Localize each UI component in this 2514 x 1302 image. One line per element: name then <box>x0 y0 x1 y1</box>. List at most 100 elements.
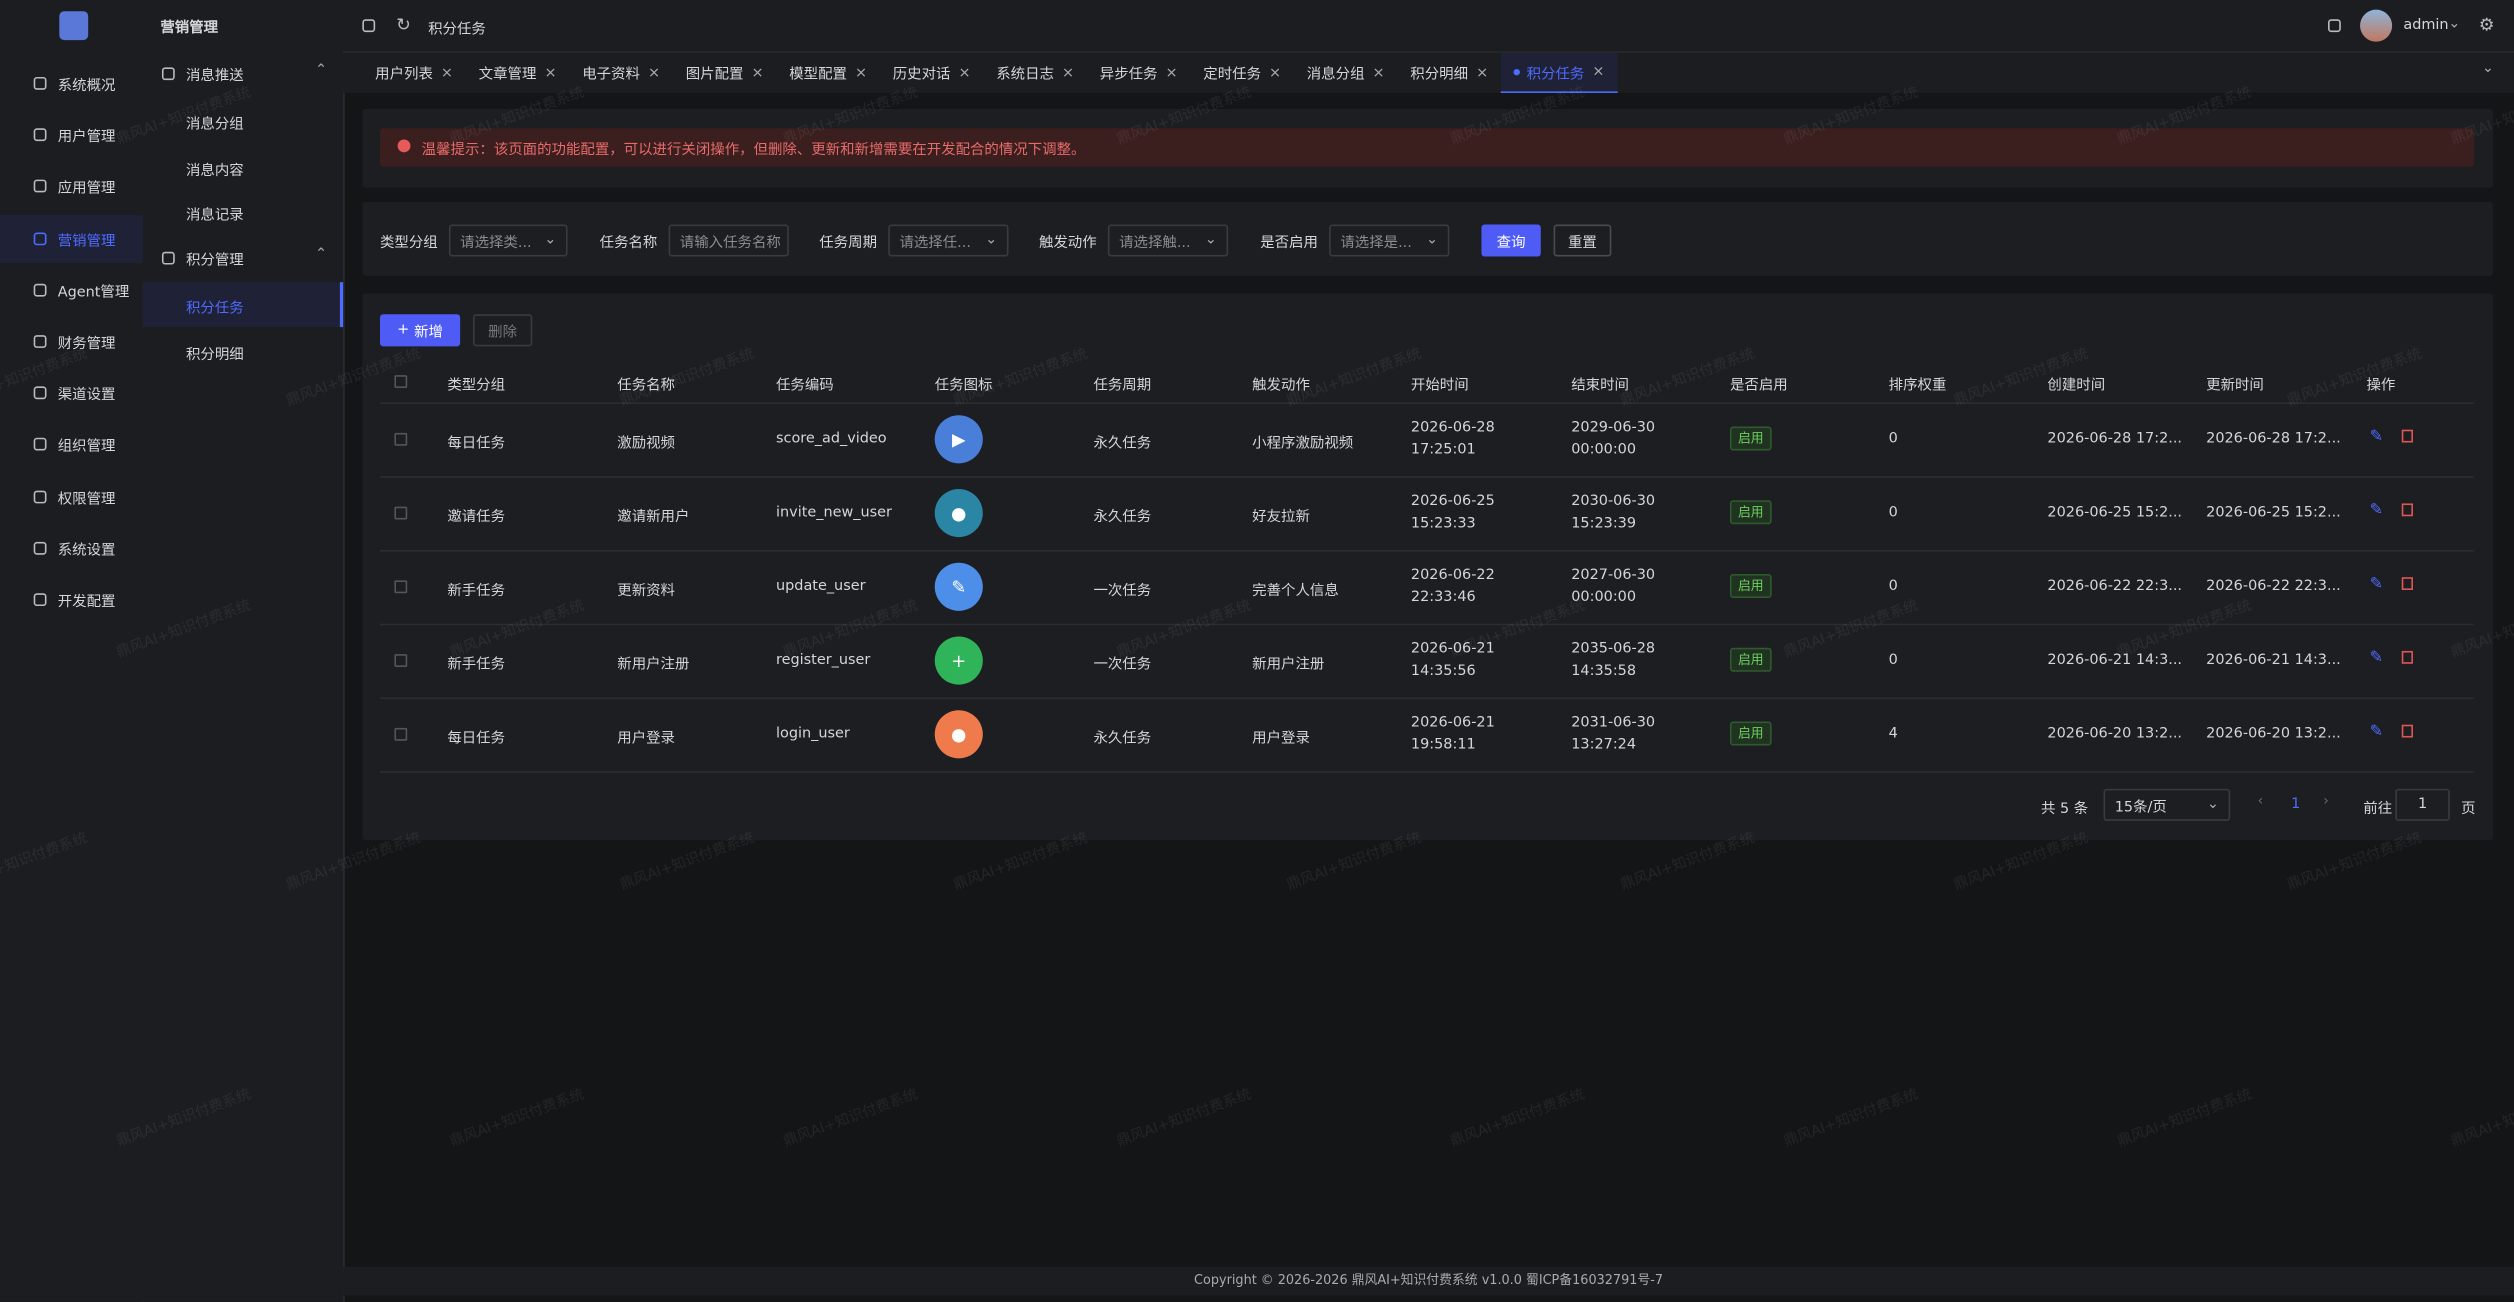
delete-action[interactable] <box>2401 724 2413 738</box>
page-number[interactable]: 1 <box>2291 796 2301 813</box>
edit-action[interactable]: ✎ <box>2369 575 2384 594</box>
menu-item[interactable]: 用户管理 <box>0 111 143 159</box>
tab[interactable]: 定时任务 × <box>1190 53 1294 93</box>
cell: 2026-06-22 22:3... <box>2047 578 2183 595</box>
tab-close[interactable]: × <box>544 64 557 81</box>
submenu-group[interactable]: 消息推送 ⌃ <box>143 58 343 90</box>
select[interactable]: 请选择触... ⌄ <box>1107 224 1229 257</box>
delete-action[interactable] <box>2401 503 2413 517</box>
delete-button[interactable]: 删除 <box>472 314 533 347</box>
dot <box>1513 68 1521 76</box>
tab-close[interactable]: × <box>1372 64 1385 81</box>
tab[interactable]: 消息分组 × <box>1294 53 1398 93</box>
menu-item[interactable]: 应用管理 <box>0 163 143 211</box>
goto-input[interactable]: 1 <box>2395 788 2450 821</box>
tab[interactable]: 积分明细 × <box>1397 53 1501 93</box>
submenu-group[interactable]: 积分管理 ⌃ <box>143 242 343 274</box>
page-size[interactable]: 15条/页 ⌄ <box>2103 788 2231 821</box>
menu-item[interactable]: 财务管理 <box>0 317 143 365</box>
next[interactable]: › <box>2323 793 2329 810</box>
tab[interactable]: 异步任务 × <box>1087 53 1191 93</box>
caret: ⌄ <box>1204 232 1217 249</box>
menu-label: 渠道设置 <box>57 388 116 405</box>
menu-item[interactable]: 权限管理 <box>0 472 143 520</box>
edit-action[interactable]: ✎ <box>2369 501 2384 520</box>
item-label: 消息记录 <box>185 209 244 226</box>
icon <box>33 438 47 452</box>
row-checkbox[interactable] <box>394 506 408 520</box>
submenu-item[interactable]: 积分任务 <box>142 282 344 328</box>
submenu-item[interactable]: 消息记录 <box>143 190 343 235</box>
edit-action[interactable]: ✎ <box>2369 428 2384 446</box>
column-header: 更新时间 <box>2206 378 2264 395</box>
tab[interactable]: 积分任务 × <box>1500 52 1618 93</box>
menu-item[interactable]: 营销管理 <box>0 214 143 263</box>
tab-close[interactable]: × <box>1165 64 1178 81</box>
tab[interactable]: 系统日志 × <box>983 53 1087 93</box>
reset-button[interactable]: 重置 <box>1553 224 1612 257</box>
edit-action[interactable]: ✎ <box>2369 649 2384 667</box>
select[interactable]: 请选择类... ⌄ <box>448 224 568 257</box>
edit-action[interactable]: ✎ <box>2369 723 2384 741</box>
tab-close[interactable]: × <box>1592 64 1605 81</box>
tab-label: 异步任务 <box>1099 67 1158 84</box>
tab[interactable]: 电子资料 × <box>569 53 673 93</box>
row-checkbox[interactable] <box>394 654 408 667</box>
tab-label: 文章管理 <box>478 67 537 84</box>
tab[interactable]: 图片配置 × <box>673 53 777 93</box>
delete-action[interactable] <box>2401 429 2413 443</box>
tab-close[interactable]: × <box>1062 64 1075 81</box>
cell: 2026-06-22 <box>1410 567 1495 584</box>
prev[interactable]: ‹ <box>2257 793 2264 810</box>
tab-close[interactable]: × <box>1476 64 1489 81</box>
menu-label: 财务管理 <box>57 336 116 353</box>
menu-item[interactable]: 开发配置 <box>0 576 143 624</box>
table-header-row <box>379 361 2474 405</box>
tab[interactable]: 用户列表 × <box>362 53 466 93</box>
tab-label: 模型配置 <box>789 67 847 84</box>
submenu-item[interactable]: 积分明细 <box>143 328 343 373</box>
tab[interactable]: 历史对话 × <box>880 53 984 93</box>
text-input[interactable]: 请输入任务名称 <box>668 224 789 257</box>
menu-item[interactable]: 渠道设置 <box>0 369 143 417</box>
icon <box>33 180 47 194</box>
tab[interactable]: 模型配置 × <box>776 53 880 93</box>
row-checkbox[interactable] <box>394 580 408 594</box>
menu-item[interactable]: 系统概况 <box>0 59 143 107</box>
menu-item[interactable]: Agent管理 <box>0 266 143 314</box>
row-checkbox[interactable] <box>394 727 408 741</box>
table-row: 每日任务 用户登录 login_user 永久任务 用户登录 ● 2026-06-21 19:… <box>379 697 2474 773</box>
search-button[interactable]: 查询 <box>1481 224 1541 257</box>
task-icon: ● <box>934 710 983 759</box>
menu-label: 应用管理 <box>57 181 116 198</box>
menu-item[interactable]: 组织管理 <box>0 421 143 469</box>
tab-label: 系统日志 <box>996 67 1054 84</box>
tab-close[interactable]: × <box>958 64 971 81</box>
tab-close[interactable]: × <box>1269 64 1282 81</box>
cell: 2026-06-21 <box>1410 641 1495 658</box>
logo <box>59 11 89 41</box>
status-tag: 启用 <box>1729 426 1772 451</box>
header-checkbox[interactable] <box>394 375 408 388</box>
watermark: 鼎风AI+知识付费系统 <box>1115 1087 1254 1151</box>
tab-close[interactable]: × <box>440 64 454 81</box>
menu-item[interactable]: 系统设置 <box>0 524 143 572</box>
add-button[interactable]: + 新增 <box>379 314 461 347</box>
placeholder: 请选择类... <box>460 234 532 251</box>
watermark: 鼎风AI+知识付费系统 <box>2115 1087 2255 1151</box>
delete-action[interactable] <box>2401 577 2413 591</box>
row-checkbox[interactable] <box>394 432 408 446</box>
delete-action[interactable] <box>2401 650 2413 664</box>
tab-close[interactable]: × <box>647 64 661 81</box>
select[interactable]: 请选择是... ⌄ <box>1329 224 1450 257</box>
cell: 15:23:39 <box>1571 516 1637 533</box>
tab-close[interactable]: × <box>751 64 764 81</box>
tab[interactable]: 文章管理 × <box>466 53 570 93</box>
select[interactable]: 请选择任... ⌄ <box>888 224 1009 257</box>
submenu-item[interactable]: 消息分组 <box>143 98 343 143</box>
table-row: 邀请任务 邀请新用户 invite_new_user 永久任务 好友拉新 ● 2026-06… <box>379 476 2474 552</box>
submenu-item[interactable]: 消息内容 <box>143 144 343 189</box>
cell: login_user <box>775 726 850 743</box>
tab-close[interactable]: × <box>854 64 868 81</box>
goto-label: 前往 <box>2363 801 2393 818</box>
